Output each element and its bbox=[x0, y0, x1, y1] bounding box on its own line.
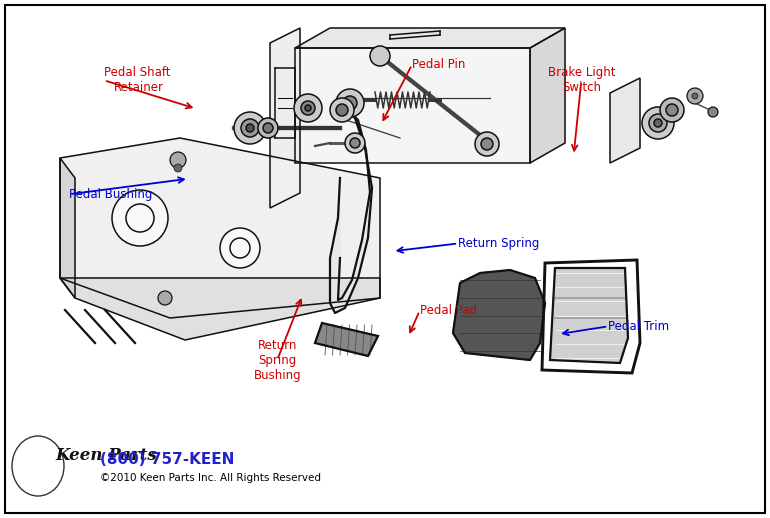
Polygon shape bbox=[610, 78, 640, 163]
Text: ©2010 Keen Parts Inc. All Rights Reserved: ©2010 Keen Parts Inc. All Rights Reserve… bbox=[100, 473, 321, 483]
Circle shape bbox=[708, 107, 718, 117]
Polygon shape bbox=[270, 28, 300, 208]
Polygon shape bbox=[453, 270, 545, 360]
Circle shape bbox=[258, 118, 278, 138]
Circle shape bbox=[350, 138, 360, 148]
Circle shape bbox=[246, 124, 254, 132]
Text: Pedal Pin: Pedal Pin bbox=[412, 58, 465, 71]
Circle shape bbox=[370, 46, 390, 66]
Circle shape bbox=[241, 119, 259, 137]
Text: Return Spring: Return Spring bbox=[458, 237, 540, 250]
Text: Keen Parts: Keen Parts bbox=[55, 448, 157, 465]
Polygon shape bbox=[60, 138, 380, 318]
Polygon shape bbox=[550, 268, 628, 363]
Polygon shape bbox=[330, 108, 372, 313]
Text: Pedal Bushing: Pedal Bushing bbox=[69, 188, 152, 201]
Text: Return
Spring
Bushing: Return Spring Bushing bbox=[253, 338, 301, 382]
Circle shape bbox=[234, 112, 266, 144]
Circle shape bbox=[294, 94, 322, 122]
Text: Pedal Pad: Pedal Pad bbox=[420, 304, 477, 318]
Circle shape bbox=[481, 138, 493, 150]
Circle shape bbox=[220, 228, 260, 268]
Circle shape bbox=[649, 114, 667, 132]
Circle shape bbox=[345, 133, 365, 153]
Polygon shape bbox=[295, 28, 565, 48]
Text: Brake Light
Switch: Brake Light Switch bbox=[547, 66, 615, 94]
Circle shape bbox=[301, 101, 315, 115]
Circle shape bbox=[660, 98, 684, 122]
Circle shape bbox=[170, 152, 186, 168]
Circle shape bbox=[475, 132, 499, 156]
Circle shape bbox=[330, 98, 354, 122]
Polygon shape bbox=[530, 28, 565, 163]
Circle shape bbox=[336, 89, 364, 117]
Polygon shape bbox=[315, 323, 378, 356]
Circle shape bbox=[642, 107, 674, 139]
Circle shape bbox=[336, 104, 348, 116]
Circle shape bbox=[112, 190, 168, 246]
Ellipse shape bbox=[12, 436, 64, 496]
Circle shape bbox=[687, 88, 703, 104]
Circle shape bbox=[174, 164, 182, 172]
Polygon shape bbox=[295, 48, 530, 163]
Circle shape bbox=[692, 93, 698, 99]
Circle shape bbox=[305, 105, 311, 111]
Text: (800) 757-KEEN: (800) 757-KEEN bbox=[100, 453, 234, 468]
Polygon shape bbox=[60, 158, 75, 298]
Polygon shape bbox=[22, 453, 58, 473]
Text: Pedal Shaft 
Retainer: Pedal Shaft Retainer bbox=[104, 66, 174, 94]
Circle shape bbox=[666, 104, 678, 116]
Circle shape bbox=[654, 119, 662, 127]
Circle shape bbox=[343, 96, 357, 110]
Polygon shape bbox=[60, 278, 380, 340]
Circle shape bbox=[263, 123, 273, 133]
Circle shape bbox=[158, 291, 172, 305]
Text: Pedal Trim: Pedal Trim bbox=[608, 320, 669, 333]
